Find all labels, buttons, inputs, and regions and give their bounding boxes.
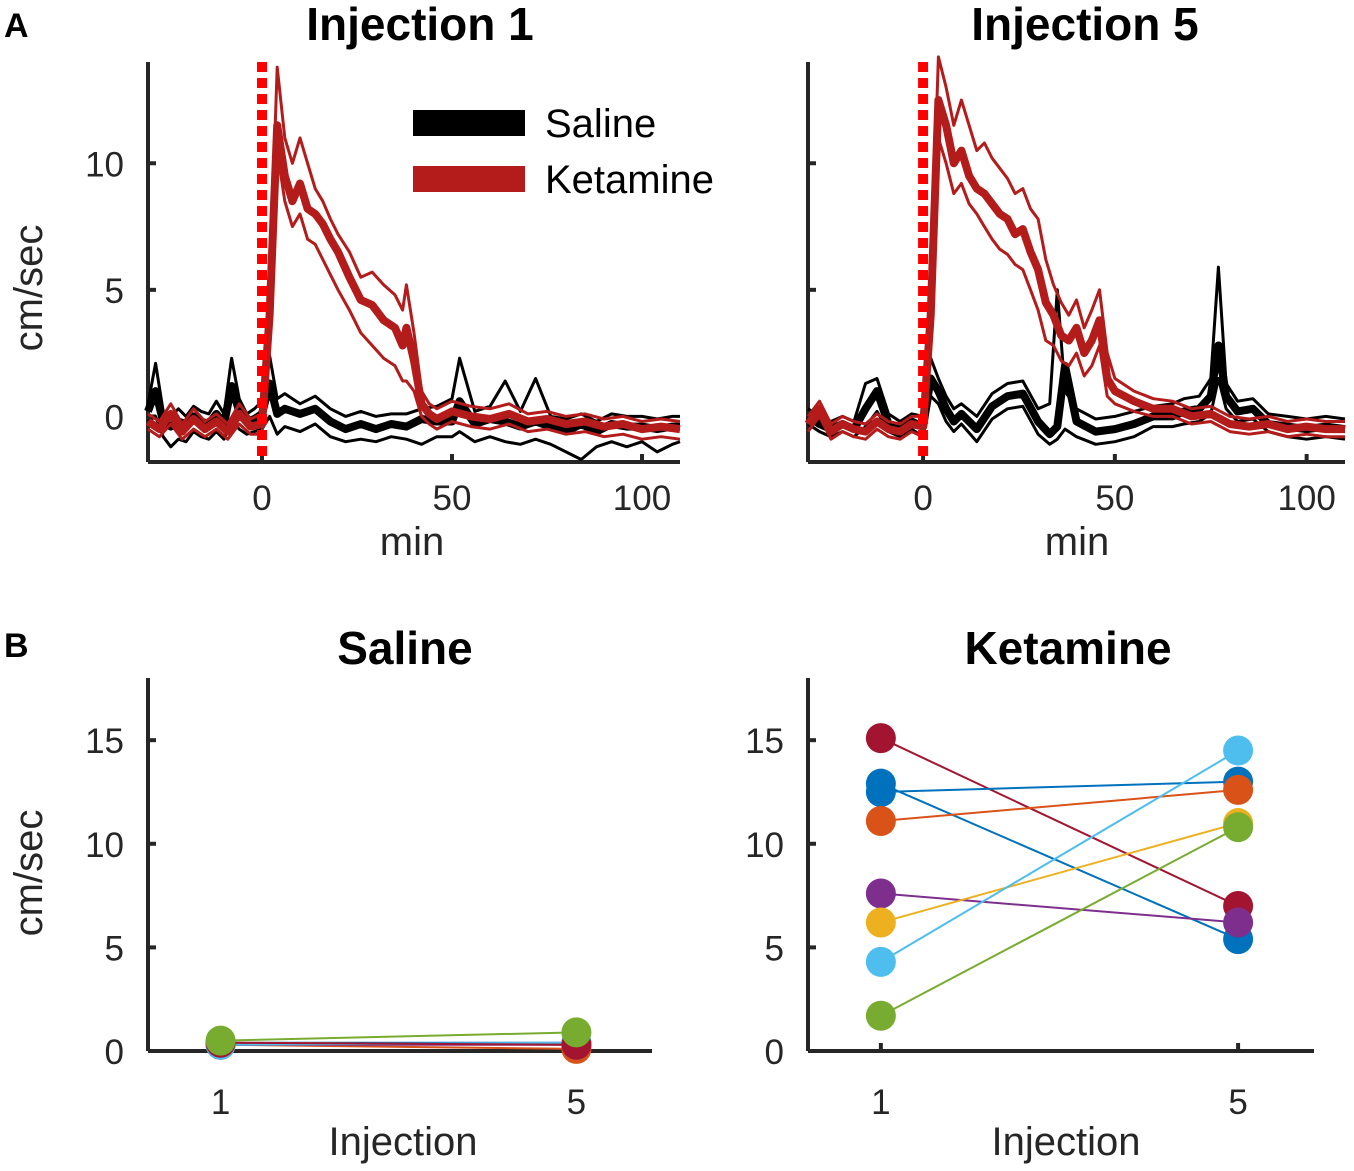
legend: Saline Ketamine: [413, 102, 714, 202]
series-line-saline-upper: [807, 265, 1346, 423]
series-line-ketamine-lower: [806, 136, 1345, 441]
x-axis-label: min: [1045, 520, 1109, 564]
connector-line: [880, 826, 1239, 1017]
y-axis-label: cm/sec: [7, 225, 51, 352]
x-tick-label: 5: [567, 1083, 586, 1122]
y-tick-label: 5: [105, 272, 124, 311]
connector-line: [880, 892, 1239, 924]
series-line-saline-lower: [147, 414, 681, 461]
chart-title: Saline: [337, 622, 473, 674]
series-line-ketamine-upper: [147, 65, 681, 426]
chart-injection-1: Injection 1 cm/sec min Saline Ketamine 0…: [7, 0, 714, 564]
x-tick-label: 1: [871, 1083, 890, 1122]
chart-title: Ketamine: [964, 622, 1171, 674]
legend-label-saline: Saline: [545, 102, 656, 146]
data-point: [561, 1017, 592, 1048]
y-tick-label: 0: [105, 398, 124, 437]
data-point: [1223, 735, 1254, 766]
chart-injection-5: Injection 5 min 0 50 100: [804, 0, 1346, 564]
y-tick-label: 15: [745, 722, 784, 761]
series-line-ketamine-upper: [806, 55, 1345, 426]
chart-title: Injection 5: [971, 0, 1198, 50]
data-point: [205, 1025, 236, 1056]
connector-line: [880, 737, 1239, 907]
x-axis-label: Injection: [992, 1120, 1141, 1164]
panel-label-b: B: [4, 627, 29, 665]
series-line-saline-upper: [146, 354, 680, 423]
series-line-ketamine-mean: [804, 96, 1345, 436]
x-tick-label: 1: [211, 1083, 230, 1122]
legend-label-ketamine: Ketamine: [545, 158, 714, 202]
series-line-ketamine-mean: [145, 121, 681, 436]
x-tick-label: 0: [252, 479, 271, 518]
connector-line: [880, 782, 1239, 941]
data-point: [1223, 812, 1254, 843]
x-tick-label: 0: [913, 479, 932, 518]
x-tick-label: 100: [1277, 479, 1335, 518]
x-tick-label: 50: [433, 479, 472, 518]
series-line-ketamine-lower: [147, 149, 681, 441]
data-point: [1223, 774, 1254, 805]
y-tick-label: 0: [765, 1033, 784, 1072]
x-axis-label: Injection: [329, 1120, 478, 1164]
x-tick-label: 100: [613, 479, 671, 518]
data-point: [865, 907, 896, 938]
data-point: [865, 878, 896, 909]
data-point: [865, 946, 896, 977]
panel-label-a: A: [4, 7, 29, 45]
connector-line: [880, 749, 1239, 963]
y-tick-label: 10: [85, 826, 124, 865]
x-axis-label: min: [380, 520, 444, 564]
data-point: [865, 723, 896, 754]
y-tick-label: 5: [105, 929, 124, 968]
series-line-saline-mean: [144, 379, 680, 436]
chart-title: Injection 1: [306, 0, 533, 50]
y-tick-label: 10: [745, 826, 784, 865]
x-tick-label: 5: [1228, 1083, 1247, 1122]
connector-line: [220, 1041, 577, 1046]
data-point: [865, 776, 896, 807]
y-axis-label: cm/sec: [7, 810, 51, 937]
connector-line: [220, 1031, 577, 1042]
data-point: [1223, 907, 1254, 938]
y-tick-label: 10: [85, 145, 124, 184]
x-tick-label: 50: [1095, 479, 1134, 518]
data-point: [865, 805, 896, 836]
y-tick-label: 5: [765, 929, 784, 968]
data-point: [865, 1000, 896, 1031]
connector-line: [880, 822, 1239, 924]
connector-line: [880, 780, 1239, 793]
connector-line: [880, 788, 1239, 822]
y-tick-label: 15: [85, 722, 124, 761]
y-tick-label: 0: [105, 1033, 124, 1072]
